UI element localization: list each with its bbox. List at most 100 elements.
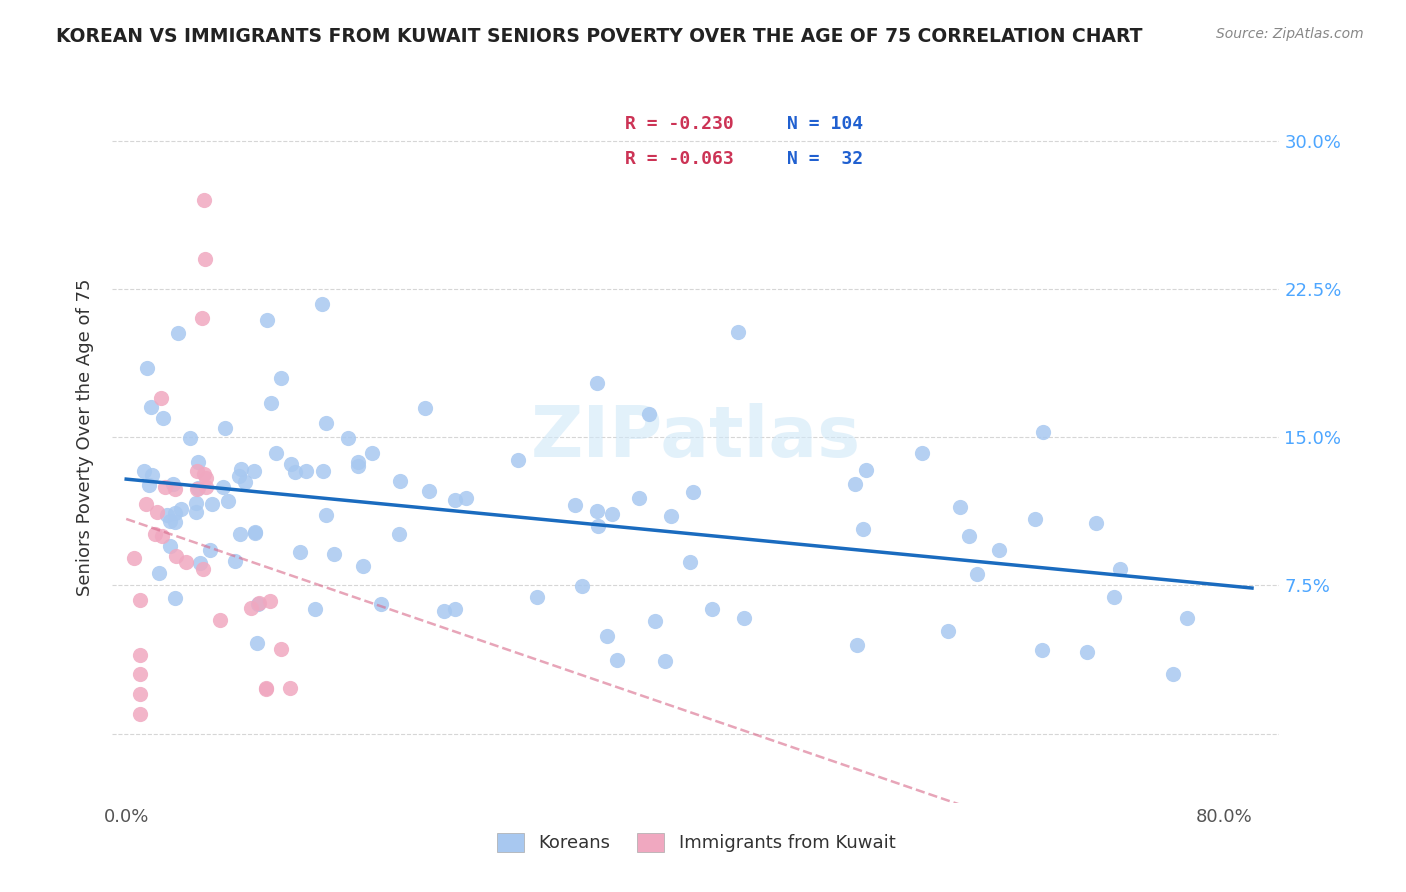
Point [129,648,152,662]
Point [586,518,609,533]
Point [193,467,215,482]
Point [855,463,877,477]
Point [727,325,749,339]
Point [184,505,207,519]
Point [1175,611,1198,625]
Point [911,446,934,460]
Point [143,527,166,541]
Point [200,542,222,557]
Point [260,396,283,410]
Text: N =  32: N = 32 [787,150,863,168]
Point [852,522,875,536]
Point [256,312,278,326]
Point [443,492,465,507]
Point [195,480,218,494]
Point [139,400,162,414]
Point [988,543,1011,558]
Point [167,326,190,341]
Point [201,497,224,511]
Point [159,539,181,553]
Point [628,491,651,506]
Point [228,468,250,483]
Point [389,474,412,488]
Point [284,465,307,479]
Point [148,566,170,580]
Point [433,603,456,617]
Point [229,462,252,476]
Text: R = -0.063: R = -0.063 [626,150,734,168]
Point [165,482,187,496]
Point [311,464,333,478]
Point [444,601,467,615]
Point [152,411,174,425]
Point [644,615,666,629]
Point [606,653,628,667]
Point [352,558,374,573]
Point [508,453,530,467]
Point [288,545,311,559]
Point [936,624,959,638]
Point [336,431,359,445]
Text: R = -0.230: R = -0.230 [626,115,734,133]
Point [150,391,173,405]
Point [295,464,318,478]
Point [132,464,155,478]
Point [315,508,337,522]
Point [1076,645,1098,659]
Point [193,561,215,575]
Point [270,641,292,656]
Point [278,681,301,696]
Point [194,471,217,485]
Text: ZIPatlas: ZIPatlas [531,402,860,472]
Point [361,446,384,460]
Point [186,482,208,496]
Point [162,477,184,491]
Point [174,555,197,569]
Point [659,508,682,523]
Point [156,508,179,522]
Point [370,597,392,611]
Point [187,454,209,468]
Point [571,579,593,593]
Point [212,480,235,494]
Point [246,597,269,611]
Point [245,526,267,541]
Point [844,477,866,491]
Point [733,611,755,625]
Point [155,480,177,494]
Point [413,401,436,415]
Point [170,501,193,516]
Point [163,506,186,520]
Point [564,498,586,512]
Point [138,478,160,492]
Point [700,602,723,616]
Point [596,630,619,644]
Point [280,457,302,471]
Point [304,602,326,616]
Point [682,485,704,500]
Point [526,590,548,604]
Point [135,497,157,511]
Point [315,416,337,430]
Point [135,361,157,376]
Point [1109,562,1132,576]
Point [122,551,145,566]
Point [679,556,702,570]
Point [141,467,163,482]
Legend: Koreans, Immigrants from Kuwait: Koreans, Immigrants from Kuwait [489,826,903,860]
Point [957,528,980,542]
Point [256,681,278,695]
Point [165,591,187,605]
Point [165,549,187,563]
Text: Source: ZipAtlas.com: Source: ZipAtlas.com [1216,27,1364,41]
Point [214,421,236,435]
Point [1024,512,1046,526]
Point [224,554,246,568]
Point [184,496,207,510]
Point [129,667,152,681]
Point [246,636,269,650]
Point [388,526,411,541]
Point [418,483,440,498]
Point [254,682,277,697]
Y-axis label: Seniors Poverty Over the Age of 75: Seniors Poverty Over the Age of 75 [76,278,94,596]
